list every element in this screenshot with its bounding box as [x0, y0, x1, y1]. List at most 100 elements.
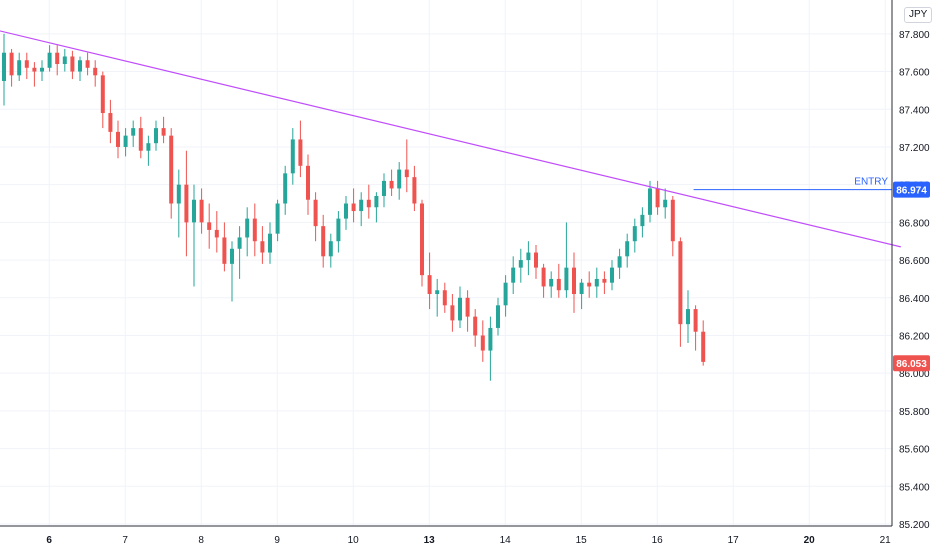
candle: [9, 48, 14, 87]
candle-body: [473, 316, 478, 336]
candle-body: [518, 260, 523, 268]
candle-body: [85, 60, 90, 68]
candle-body: [420, 203, 424, 276]
candle: [579, 278, 584, 310]
candle: [161, 116, 166, 144]
candle: [298, 120, 303, 178]
candle-body: [290, 139, 295, 174]
candle: [655, 180, 660, 215]
candle: [108, 99, 113, 144]
candle-body: [55, 52, 60, 65]
candle-body: [252, 218, 257, 242]
candle-body: [488, 327, 493, 351]
candle-body: [359, 199, 364, 212]
candle: [480, 320, 485, 362]
candle: [169, 128, 174, 219]
price-badge: 86.974: [893, 181, 930, 198]
candle-body: [131, 128, 136, 136]
candle-body: [199, 199, 204, 223]
x-tick-label: 7: [122, 535, 128, 546]
candle-body: [17, 60, 22, 76]
candle: [116, 120, 120, 159]
candle-body: [108, 113, 113, 132]
candle: [526, 241, 531, 276]
x-tick-label: 21: [880, 535, 892, 546]
candle-body: [556, 278, 561, 291]
y-tick-label: 86.800: [899, 218, 930, 229]
candle: [420, 199, 424, 287]
candle-body: [587, 282, 592, 287]
candle: [252, 203, 257, 257]
candle: [503, 275, 508, 317]
candle: [321, 214, 326, 268]
candle: [306, 154, 310, 215]
candle-body: [374, 195, 379, 208]
candle: [541, 263, 546, 298]
candle-body: [435, 290, 440, 295]
candle: [268, 222, 272, 264]
candle-body: [465, 297, 470, 317]
candle-body: [594, 278, 599, 287]
candle: [640, 207, 645, 238]
candle-body: [62, 56, 67, 65]
candle: [40, 60, 44, 81]
candle: [100, 71, 105, 129]
candle: [78, 56, 82, 81]
candle: [572, 252, 576, 313]
x-tick-label: 14: [500, 535, 512, 546]
price-badge-bg: [893, 181, 930, 198]
candle-body: [450, 305, 455, 321]
candle-body: [640, 214, 645, 227]
candle: [397, 162, 402, 200]
candle-body: [366, 199, 371, 208]
candle: [214, 211, 219, 253]
candle-body: [670, 199, 675, 242]
candle: [199, 188, 204, 234]
candle-body: [389, 180, 394, 189]
y-tick-label: 85.800: [899, 407, 930, 418]
candle-body: [678, 241, 683, 325]
candle: [192, 184, 196, 287]
candle-body: [214, 229, 219, 238]
price-badge-text: 86.053: [896, 359, 927, 370]
candle: [207, 203, 212, 249]
candle-body: [176, 184, 181, 204]
candle: [283, 165, 288, 215]
candle: [344, 195, 348, 230]
candle-body: [632, 226, 637, 242]
candle-body: [237, 237, 242, 249]
candle-body: [572, 267, 576, 295]
candle-body: [192, 199, 196, 223]
candle: [62, 48, 67, 72]
currency-label[interactable]: JPY: [904, 7, 932, 23]
candle: [442, 282, 447, 313]
candle: [70, 50, 75, 80]
candle: [564, 222, 569, 298]
y-tick-label: 86.200: [899, 331, 930, 342]
candle: [488, 316, 493, 381]
candle-body: [336, 218, 341, 242]
x-tick-label: 9: [274, 535, 280, 546]
candle-body: [306, 165, 310, 200]
candle: [648, 180, 652, 223]
candle: [146, 135, 151, 166]
x-tick-label: 10: [348, 535, 360, 546]
candle: [389, 169, 394, 196]
candle: [518, 248, 523, 283]
candle: [465, 290, 470, 332]
candle: [222, 222, 227, 272]
candle-body: [655, 188, 660, 208]
candle-body: [351, 203, 356, 212]
candle: [328, 233, 333, 268]
candle: [427, 252, 432, 310]
candles: [2, 33, 706, 381]
candle-body: [2, 52, 6, 81]
x-tick-label: 8: [198, 535, 204, 546]
candle: [336, 211, 341, 253]
candle: [313, 192, 318, 242]
candle: [496, 297, 500, 336]
x-tick-label: 13: [424, 535, 436, 546]
candle: [534, 244, 538, 279]
candle: [2, 33, 6, 106]
